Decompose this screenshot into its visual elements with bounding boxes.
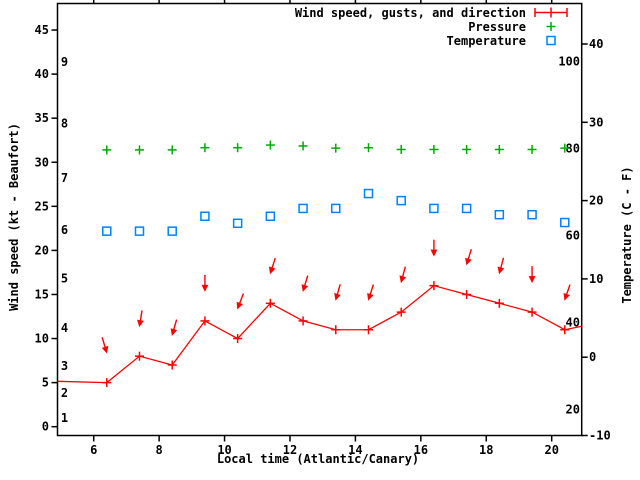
temperature-marker (527, 209, 537, 220)
hour-tick-label: 20 (544, 443, 558, 457)
temperature-marker (265, 211, 276, 222)
hour-tick-label: 6 (90, 443, 97, 457)
temperature-marker (232, 218, 243, 229)
legend-item-wind: Wind speed, gusts, and direction (294, 5, 569, 20)
hour-tick-label: 14 (348, 443, 362, 457)
fahrenheit-scale-label: 20 (566, 402, 580, 416)
kt-tick-label: 20 (35, 243, 49, 257)
temperature-marker (363, 188, 374, 199)
temperature-marker (494, 209, 505, 220)
y-axis-title-right: Temperature (C - F) (620, 166, 634, 304)
wind-direction-arrow (528, 266, 536, 284)
wind-speed-line (57, 284, 582, 384)
celsius-tick-label: 10 (589, 272, 603, 286)
legend: Wind speed, gusts, and direction Pressur… (295, 6, 569, 48)
kt-tick-label: 15 (35, 287, 49, 301)
kt-tick-label: 10 (35, 332, 49, 346)
wind-direction-arrow (430, 239, 438, 257)
wind-direction-arrow (399, 266, 407, 284)
hour-tick-label: 18 (479, 443, 493, 457)
kt-tick-label: 5 (42, 376, 49, 390)
beaufort-scale-label: 8 (61, 116, 68, 130)
beaufort-scale-label: 4 (61, 321, 68, 335)
kt-tick-label: 0 (42, 420, 49, 434)
legend-label-temperature: Temperature (446, 33, 526, 48)
plot-border (56, 2, 583, 437)
beaufort-scale-label: 1 (61, 411, 68, 425)
wind-direction-arrow (465, 248, 472, 266)
celsius-tick-label: 40 (589, 37, 603, 51)
legend-item-temperature: Temperature (295, 33, 569, 48)
temperature-marker (200, 211, 210, 222)
fahrenheit-scale-label: 80 (566, 141, 580, 155)
wind-direction-arrow (137, 310, 144, 328)
beaufort-scale-label: 5 (61, 272, 68, 286)
hour-tick-label: 10 (217, 443, 231, 457)
temperature-marker (560, 217, 570, 228)
wind-errorbar-marker (534, 7, 568, 18)
celsius-tick-label: -10 (589, 429, 611, 443)
temperature-marker (102, 226, 112, 236)
temperature-marker (134, 226, 145, 236)
legend-label-wind: Wind speed, gusts, and direction (294, 5, 526, 20)
wind-direction-arrow (236, 293, 245, 310)
temperature-square-marker (546, 35, 556, 46)
pressure-plus-marker (546, 22, 556, 31)
wind-direction-arrow (563, 284, 571, 301)
beaufort-scale-label: 3 (61, 359, 68, 373)
wind-direction-arrow (170, 319, 178, 336)
beaufort-scale-label: 2 (61, 386, 68, 400)
kt-tick-label: 35 (35, 111, 49, 125)
kt-tick-label: 30 (35, 155, 49, 169)
kt-tick-label: 40 (35, 67, 49, 81)
fahrenheit-scale-label: 60 (566, 228, 580, 242)
temperature-marker (167, 226, 177, 236)
kt-tick-label: 45 (35, 23, 49, 37)
hour-tick-label: 8 (156, 443, 163, 457)
celsius-tick-label: 20 (589, 194, 603, 208)
celsius-tick-label: 30 (589, 115, 603, 129)
beaufort-scale-label: 9 (61, 55, 68, 69)
wind-direction-arrow (101, 337, 109, 354)
kt-tick-label: 25 (35, 199, 49, 213)
hour-tick-label: 12 (283, 443, 297, 457)
wind-direction-arrow (497, 257, 505, 275)
wind-direction-arrow (201, 274, 209, 292)
fahrenheit-scale-label: 100 (558, 54, 580, 68)
temperature-marker (429, 203, 439, 214)
temperature-marker (331, 203, 341, 214)
legend-label-pressure: Pressure (468, 19, 526, 34)
wind-direction-arrow (334, 284, 341, 301)
celsius-tick-label: 0 (589, 350, 596, 364)
beaufort-scale-label: 7 (61, 171, 68, 185)
y-axis-title-left: Wind speed (kt - Beaufort) (7, 123, 21, 311)
legend-item-pressure: Pressure (295, 19, 569, 34)
temperature-marker (298, 203, 308, 214)
wind-direction-arrow (268, 257, 276, 275)
x-axis-title: Local time (Atlantic/Canary) (216, 452, 420, 466)
fahrenheit-scale-label: 40 (566, 315, 580, 329)
wind-direction-arrow (301, 275, 309, 292)
temperature-marker (396, 195, 406, 206)
wind-direction-arrow (367, 284, 375, 301)
hour-tick-label: 16 (414, 443, 428, 457)
temperature-marker (461, 203, 472, 214)
beaufort-scale-label: 6 (61, 223, 68, 237)
